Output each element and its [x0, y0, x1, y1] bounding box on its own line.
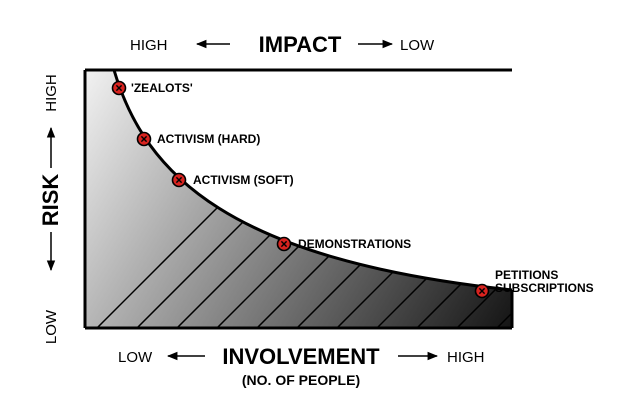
- curve-point: DEMONSTRATIONS: [276, 236, 411, 252]
- impact-title: IMPACT: [259, 32, 342, 57]
- involvement-subtitle: (NO. OF PEOPLE): [242, 372, 360, 388]
- hatch-line: [414, 70, 512, 328]
- cross-icon: [478, 287, 486, 295]
- curve-point: ACTIVISM (SOFT): [171, 172, 294, 188]
- curve-area: [85, 70, 512, 328]
- impact-high-label: HIGH: [130, 37, 168, 54]
- curve-markers: 'ZEALOTS' ACTIVISM (HARD) ACTIVISM (SOFT) D…: [111, 80, 594, 299]
- point-label: DEMONSTRATIONS: [298, 237, 411, 251]
- cross-icon: [280, 240, 288, 248]
- point-label: ACTIVISM (HARD): [157, 132, 260, 146]
- cross-icon: [140, 135, 148, 143]
- point-label: SUBSCRIPTIONS: [495, 281, 594, 295]
- cross-icon: [115, 84, 123, 92]
- risk-low-label: LOW: [43, 309, 60, 344]
- involvement-title: INVOLVEMENT: [222, 344, 380, 369]
- risk-axis: LOW RISK HIGH: [38, 74, 63, 344]
- involvement-high-label: HIGH: [447, 349, 485, 366]
- curve-line: [112, 69, 513, 292]
- point-label: 'ZEALOTS': [131, 81, 193, 95]
- curve-point: 'ZEALOTS': [111, 80, 193, 96]
- point-label: ACTIVISM (SOFT): [193, 173, 294, 187]
- risk-title: RISK: [38, 174, 63, 227]
- point-label: PETITIONS: [495, 268, 558, 282]
- curve-point: ACTIVISM (HARD): [136, 131, 260, 147]
- involvement-low-label: LOW: [118, 349, 153, 366]
- impact-low-label: LOW: [400, 37, 435, 54]
- cross-icon: [175, 176, 183, 184]
- risk-high-label: HIGH: [43, 74, 60, 112]
